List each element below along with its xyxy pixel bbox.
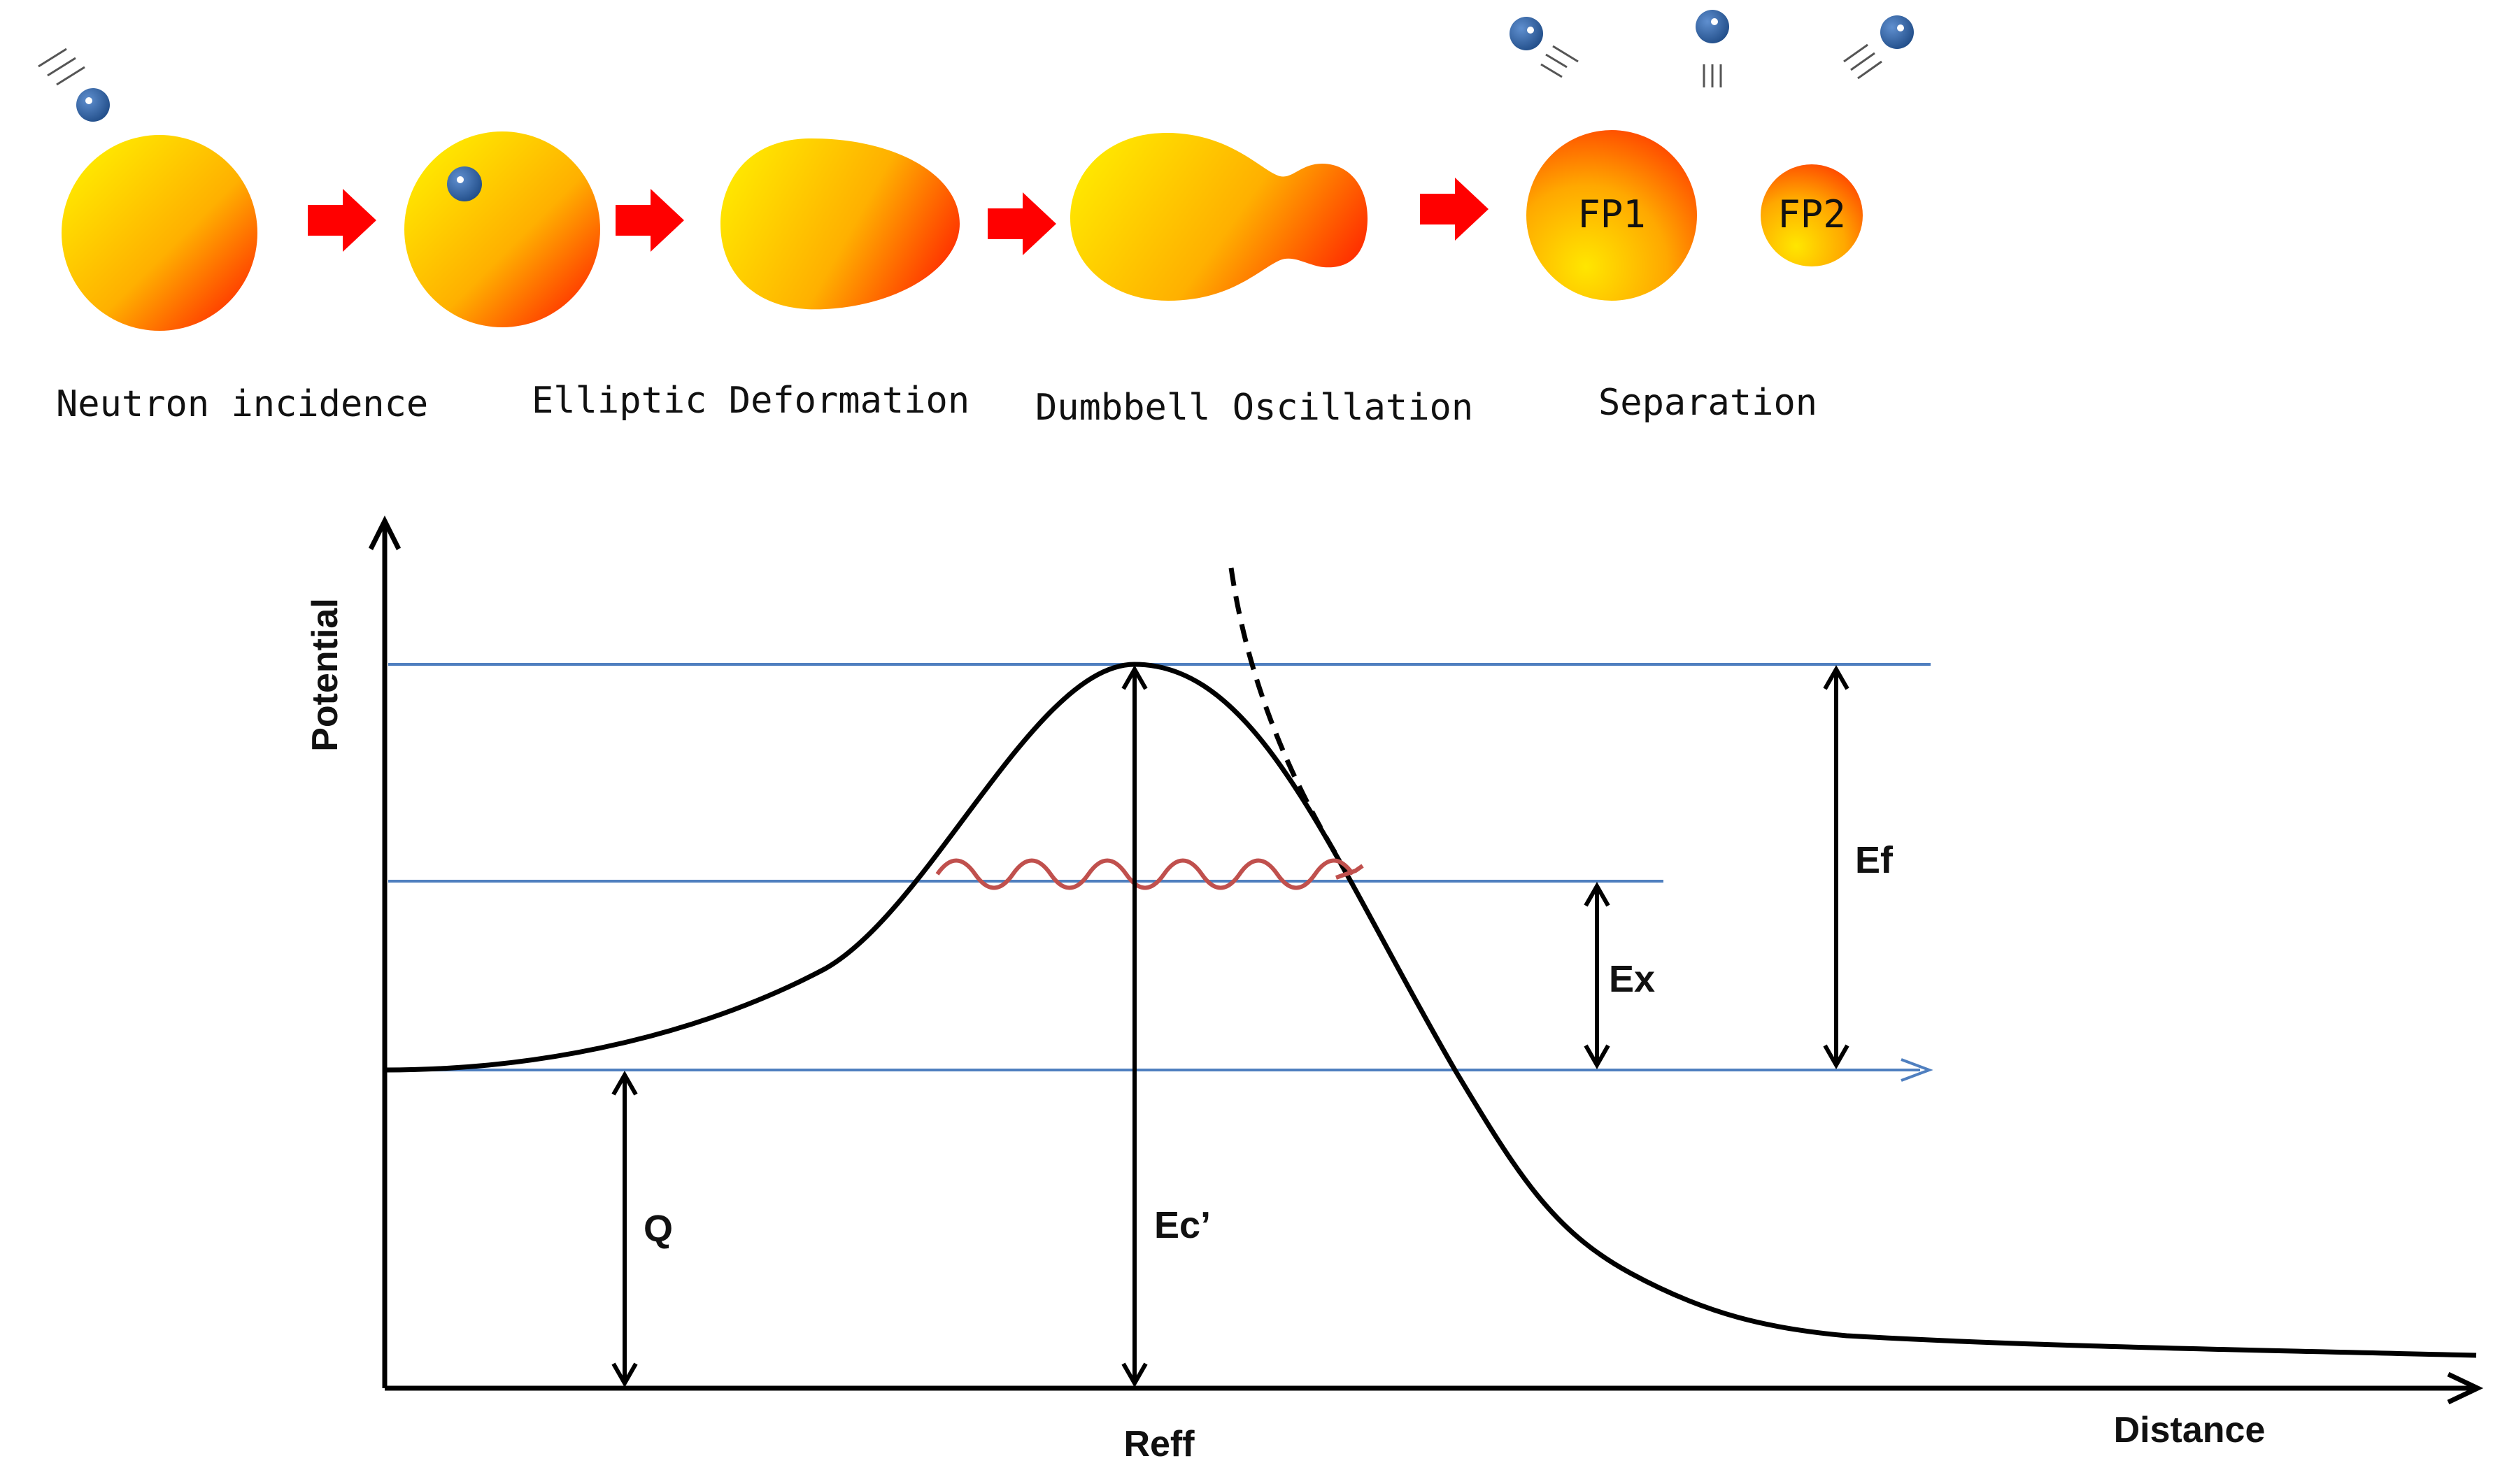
ef-arrow — [1823, 664, 1849, 1070]
emitted-neutron-1-lines — [1540, 45, 1579, 78]
emitted-neutron-3-highlight — [1897, 24, 1904, 31]
compound-nucleus — [404, 131, 600, 327]
ec-arrow — [1121, 664, 1148, 1388]
emitted-neutron-3 — [1880, 15, 1914, 49]
potential-diagram: Q Ec’ Ex Ef Potential Distance Reff — [305, 515, 2484, 1464]
stage-arrow-4 — [1420, 178, 1489, 241]
ex-label: Ex — [1609, 958, 1655, 1000]
potential-curve — [384, 662, 2477, 1358]
stage-arrow-1 — [308, 189, 376, 252]
stage-label-separation: Separation — [1598, 382, 1817, 424]
target-nucleus — [62, 135, 257, 331]
stage-label-dumbbell-oscillation: Dumbbell Oscillation — [1035, 387, 1473, 429]
ground-state-arrowhead — [1901, 1058, 1933, 1082]
dumbbell-nucleus — [1070, 133, 1368, 301]
oscillation-wave — [935, 858, 1355, 890]
stage-label-elliptic-deformation: Elliptic Deformation — [532, 380, 970, 422]
x-axis-label: Distance — [2114, 1410, 2266, 1450]
emitted-neutron-3-lines — [1843, 43, 1882, 80]
ec-label: Ec’ — [1154, 1204, 1211, 1246]
stage-neutron-incidence — [38, 48, 257, 331]
emitted-neutron-1 — [1510, 17, 1543, 50]
x-axis-arrowhead — [2447, 1371, 2484, 1405]
stage-arrow-2 — [616, 189, 684, 252]
fission-stages: FP1 FP2 — [38, 10, 1914, 429]
stage-separation: FP1 FP2 — [1510, 10, 1914, 301]
ex-arrow — [1584, 881, 1610, 1070]
stage-arrow-3 — [988, 192, 1056, 255]
coulomb-dashed-curve — [1228, 567, 1342, 862]
neutron-highlight — [85, 97, 92, 104]
absorbed-neutron-highlight — [457, 176, 464, 183]
fp2-label: FP2 — [1777, 192, 1846, 236]
stage-compound-nucleus — [404, 131, 600, 327]
q-label: Q — [644, 1208, 673, 1250]
fission-product-1 — [1526, 130, 1697, 301]
emitted-neutron-2-lines — [1703, 64, 1722, 87]
y-axis-label: Potential — [305, 598, 346, 752]
oscillation-wave-tail — [1335, 864, 1364, 880]
absorbed-neutron — [447, 166, 482, 201]
stage-label-neutron-incidence: Neutron incidence — [56, 383, 428, 425]
y-axis-arrowhead — [368, 515, 402, 550]
incident-neutron — [76, 88, 110, 122]
emitted-neutron-1-highlight — [1527, 27, 1534, 34]
fp1-label: FP1 — [1577, 192, 1646, 236]
reff-label: Reff — [1123, 1424, 1195, 1464]
fission-product-2 — [1761, 164, 1863, 266]
elliptic-nucleus — [720, 138, 960, 310]
emitted-neutron-2-highlight — [1711, 18, 1718, 25]
ef-label: Ef — [1855, 839, 1894, 881]
q-arrow — [611, 1070, 638, 1388]
neutron-motion-lines — [38, 48, 85, 86]
emitted-neutron-2 — [1696, 10, 1729, 43]
